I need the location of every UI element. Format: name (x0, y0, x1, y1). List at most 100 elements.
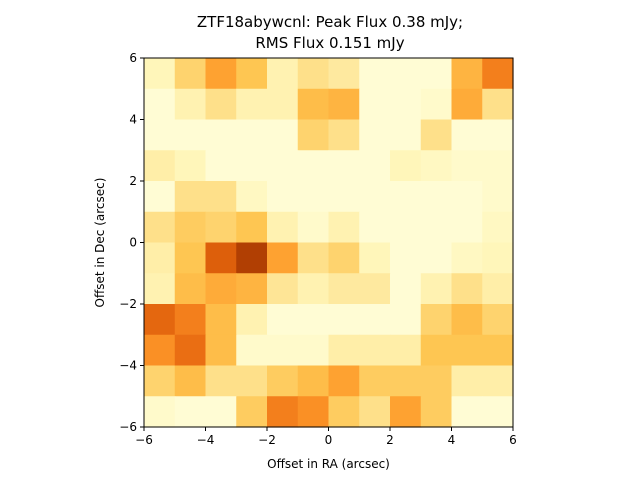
heatmap-cell (390, 119, 422, 151)
x-axis-ticks: −6 −4 −2 0 2 4 6 (135, 427, 517, 447)
heatmap-cell (359, 119, 391, 151)
heatmap-cell (236, 396, 268, 428)
heatmap-cell (205, 273, 237, 305)
heatmap-cell (205, 119, 237, 151)
y-tick-label: 4 (129, 113, 137, 127)
heatmap-cell (297, 396, 330, 428)
x-tick-label: 2 (386, 433, 394, 447)
heatmap-cell (267, 334, 299, 367)
heatmap-cell (174, 58, 207, 90)
heatmap-cell (328, 304, 360, 336)
heatmap-cell (390, 273, 422, 305)
heatmap-cell (451, 150, 483, 182)
heatmap-cell (420, 334, 453, 367)
y-axis-label: Offset in Dec (arcsec) (93, 178, 107, 308)
heatmap-cell (328, 396, 360, 428)
heatmap-cell (359, 304, 391, 336)
heatmap-cell (174, 396, 207, 428)
heatmap-cell (420, 273, 453, 305)
heatmap-cell (359, 181, 391, 213)
heatmap-cell (359, 88, 391, 121)
heatmap-cell (297, 150, 330, 182)
heatmap-cell (267, 365, 299, 397)
heatmap-cell (297, 304, 330, 336)
heatmap-cell (236, 58, 268, 90)
heatmap-cell (390, 58, 422, 90)
heatmap-cell (482, 181, 514, 213)
heatmap-cell (236, 181, 268, 213)
heatmap-cell (174, 119, 207, 151)
heatmap-cell (482, 58, 514, 90)
heatmap-cell (451, 211, 483, 244)
heatmap-cell (390, 242, 422, 274)
heatmap-cell (205, 242, 237, 274)
y-tick-label: −2 (119, 297, 137, 311)
heatmap-cell (267, 88, 299, 121)
heatmap-cell (144, 211, 176, 244)
heatmap-cell (359, 396, 391, 428)
heatmap-cell (174, 365, 207, 397)
heatmap-cell (359, 334, 391, 367)
heatmap-cell (451, 119, 483, 151)
heatmap-cell (390, 365, 422, 397)
heatmap-cell (267, 242, 299, 274)
heatmap-cell (236, 119, 268, 151)
heatmap-cell (420, 181, 453, 213)
heatmap-cell (267, 58, 299, 90)
heatmap-cell (328, 365, 360, 397)
y-tick-label: −4 (119, 359, 137, 373)
heatmap-cell (482, 242, 514, 274)
heatmap-cell (390, 150, 422, 182)
heatmap-cell (144, 58, 176, 90)
heatmap-cell (390, 334, 422, 367)
heatmap-cell (236, 88, 268, 121)
heatmap-cell (267, 119, 299, 151)
heatmap-cell (451, 181, 483, 213)
heatmap-cell (451, 304, 483, 336)
heatmap-cell (451, 58, 483, 90)
heatmap-cell (390, 304, 422, 336)
x-tick-label: −4 (197, 433, 215, 447)
heatmap-cell (482, 211, 514, 244)
heatmap-cell (236, 150, 268, 182)
heatmap-cell (236, 304, 268, 336)
heatmap-cell (267, 211, 299, 244)
heatmap-cell (451, 334, 483, 367)
heatmap-cell (420, 242, 453, 274)
heatmap-cell (451, 242, 483, 274)
heatmap-cell (144, 181, 176, 213)
heatmap-cell (359, 242, 391, 274)
heatmap-cell (420, 211, 453, 244)
heatmap-cell (205, 88, 237, 121)
heatmap-cell (328, 119, 360, 151)
heatmap-cell (174, 334, 207, 367)
heatmap-cell (451, 365, 483, 397)
x-tick-label: −2 (258, 433, 276, 447)
heatmap-cell (482, 334, 514, 367)
heatmap-cell (482, 273, 514, 305)
heatmap-cell (205, 58, 237, 90)
heatmap-cell (174, 273, 207, 305)
heatmap-cell (144, 273, 176, 305)
heatmap-cell (144, 150, 176, 182)
heatmap-cell (328, 58, 360, 90)
heatmap-cell (328, 181, 360, 213)
heatmap-cell (267, 150, 299, 182)
x-tick-label: 0 (325, 433, 333, 447)
heatmap-cell (267, 273, 299, 305)
heatmap-cell (144, 334, 176, 367)
heatmap-cell (174, 150, 207, 182)
heatmap-cell (236, 365, 268, 397)
x-tick-label: −6 (135, 433, 153, 447)
heatmap-cell (328, 273, 360, 305)
heatmap-cell (267, 396, 299, 428)
heatmap-cell (144, 396, 176, 428)
heatmap-cell (482, 150, 514, 182)
heatmap-cell (236, 242, 268, 274)
heatmap-cell (174, 181, 207, 213)
heatmap-cell (359, 58, 391, 90)
heatmap-cell (144, 242, 176, 274)
heatmap-cell (359, 365, 391, 397)
heatmap-cell (144, 304, 176, 336)
heatmap-cell (297, 181, 330, 213)
